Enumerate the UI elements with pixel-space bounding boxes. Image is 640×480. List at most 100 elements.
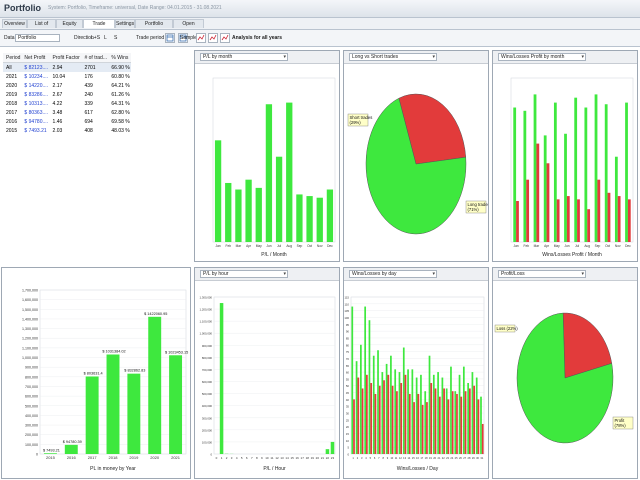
tab-overview[interactable]: Overview [2, 19, 27, 28]
bar [374, 393, 377, 454]
chart-type-select[interactable]: P/L by month ▾ [200, 53, 288, 61]
long-short-panel: Long vs Short trades ▾ Short trades (29%) L… [343, 50, 489, 262]
y-tick-label: 1,400,000 [22, 317, 38, 321]
x-tick-label: Jun [266, 244, 271, 248]
tab-open-balances[interactable]: Open balances [173, 19, 204, 36]
x-tick-label: Mar [236, 244, 242, 248]
col-net-profit[interactable]: Net Profit [21, 53, 50, 63]
x-tick-label: Jun [564, 244, 569, 248]
x-tick-label: Aug [584, 244, 590, 248]
chart-type-select[interactable]: P/L by hour ▾ [200, 270, 288, 278]
y-tick-label: 1,200,000 [22, 337, 38, 341]
x-tick-label: Jan [216, 244, 221, 248]
period-exit-button[interactable] [178, 33, 188, 43]
pie-label-text: Short trades [350, 115, 373, 120]
sample-all-button[interactable] [220, 33, 230, 43]
panel-header: Wins/Losses by day ▾ [344, 268, 488, 281]
pie-slice [365, 97, 467, 235]
bar [169, 355, 183, 454]
table-row[interactable]: 2017 $ 80363.... 3.48 617 62.80 % [6, 109, 130, 116]
x-tick-label: 19 [311, 456, 315, 460]
chevron-down-icon: ▾ [432, 271, 435, 277]
col-num-trades[interactable]: # of trad... [81, 53, 109, 63]
table-row[interactable]: All $ 82123.... 2.94 2701 66.90 % [3, 62, 131, 72]
table-row[interactable]: 2016 $ 94780.... 1.46 694 69.58 % [6, 118, 130, 125]
x-tick-label: 10 [390, 456, 393, 460]
x-tick-label: 2 [226, 456, 228, 460]
x-tick-label: 20 [316, 456, 320, 460]
y-tick-label: 0 [347, 453, 349, 457]
x-tick-label: Apr [246, 244, 252, 248]
y-tick-label: 700,000 [202, 368, 213, 372]
table-row[interactable]: 2020 $ 14220.... 2.17 439 64.21 % [6, 82, 130, 89]
chart-caption: Wins/Losses Profit / Month [542, 252, 602, 258]
table-row[interactable]: 2021 $ 10234.... 10.04 176 60.80 % [6, 73, 130, 80]
analysis-label: Analysis for all years [232, 35, 283, 41]
y-tick-label: 55 [346, 377, 350, 381]
direction-l-radio[interactable]: L [104, 35, 107, 41]
bar [516, 201, 519, 242]
table-row[interactable]: 2018 $ 10313.... 4.22 339 64.31 % [6, 100, 130, 107]
x-tick-label: 23 [331, 456, 335, 460]
bar [415, 377, 418, 454]
period-entry-button[interactable] [165, 33, 175, 43]
table-row[interactable]: 2015 $ 7493.21 2.03 408 48.03 % [6, 127, 130, 134]
chart-type-select[interactable]: Long vs Short trades ▾ [349, 53, 437, 61]
pl-by-month-panel: P/L by month ▾ Jan Feb Mar Apr May Jun Jul Aug Se… [194, 50, 340, 262]
y-tick-label: 60 [346, 371, 350, 375]
col-pct-wins[interactable]: % Wins [108, 53, 131, 63]
x-tick-label: 5 [370, 456, 372, 460]
x-tick-label: 22 [442, 456, 445, 460]
tab-list-of-trades[interactable]: List of trades [27, 19, 56, 36]
y-tick-label: 80 [346, 343, 350, 347]
panel-header: Long vs Short trades ▾ [344, 51, 488, 64]
bar [402, 347, 405, 454]
direction-s-radio[interactable]: S [114, 35, 118, 41]
y-tick-label: 500,000 [202, 392, 213, 396]
data-label: $ 803631.4 [84, 371, 103, 375]
x-tick-label: 2019 [129, 455, 139, 460]
sample-out-button[interactable] [208, 33, 218, 43]
x-tick-label: Sep [595, 244, 601, 248]
x-tick-label: Mar [534, 244, 540, 248]
y-tick-label: 100 [344, 316, 349, 320]
bar [417, 393, 420, 454]
bar [370, 383, 373, 454]
y-tick-label: 40 [346, 398, 350, 402]
chart-caption: P/L / Hour [263, 466, 286, 472]
tab-equity-chart[interactable]: Equity chart [56, 19, 83, 36]
bar [390, 355, 392, 454]
sample-in-button[interactable] [196, 33, 206, 43]
col-profit-factor[interactable]: Profit Factor [49, 53, 82, 63]
chart-type-select[interactable]: Wins/Losses by day ▾ [349, 270, 437, 278]
bar [426, 402, 428, 454]
data-select[interactable]: Portfolio [15, 34, 60, 42]
pie-label-box [347, 113, 369, 127]
bar [394, 369, 397, 454]
tab-portfolio-correlation[interactable]: Portfolio correlation [135, 19, 173, 36]
tab-settings[interactable]: Settings [115, 19, 135, 28]
pl-year-chart: 0 100,000 200,000 300,000 400,000 500,000 600,… [22, 289, 188, 473]
chart-type-select[interactable]: Profit/Loss ▾ [498, 270, 586, 278]
x-tick-label: 12 [399, 456, 402, 460]
bar [594, 94, 598, 243]
tab-trade-analysis[interactable]: Trade analysis [83, 19, 115, 36]
bar [456, 393, 458, 454]
x-tick-label: Nov [317, 244, 323, 248]
chart-icon [197, 34, 205, 41]
direction-ls-radio[interactable]: L+S [91, 35, 101, 41]
x-tick-label: 22 [326, 456, 330, 460]
y-tick-label: 600,000 [202, 380, 213, 384]
x-tick-label: Sep [297, 244, 303, 248]
table-row[interactable]: 2019 $ 83286.... 2.67 240 61.26 % [6, 91, 130, 98]
data-label: $ 1422060.95 [144, 312, 167, 316]
x-tick-label: 24 [450, 456, 453, 460]
x-tick-label: 3 [361, 456, 363, 460]
bar [464, 391, 467, 454]
bar [326, 189, 334, 242]
chart-caption: Wins/Losses / Day [397, 466, 439, 472]
chart-type-select[interactable]: Wins/Losses Profit by month ▾ [498, 53, 586, 61]
winloss-day-panel: Wins/Losses by day ▾ 0 5 10 15 20 25 30 35 40 45 50… [343, 267, 489, 479]
bar [408, 393, 411, 454]
col-period[interactable]: Period [3, 53, 22, 63]
